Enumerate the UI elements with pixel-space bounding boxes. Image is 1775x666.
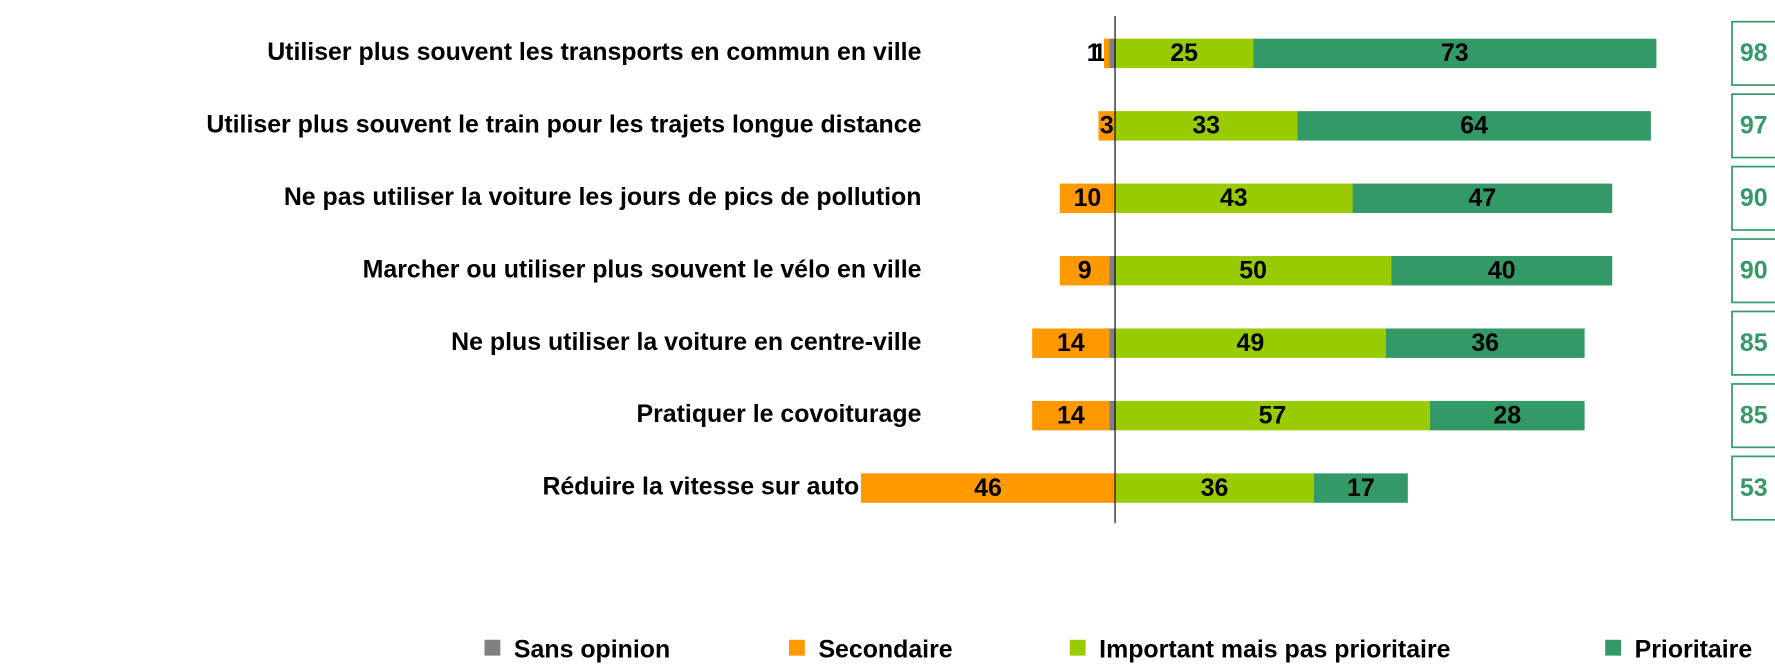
bar-segment xyxy=(1115,38,1254,69)
data-label: 50 xyxy=(1239,256,1267,284)
bar-segment xyxy=(1059,183,1116,214)
bar-segment xyxy=(1109,328,1116,358)
bar-segment xyxy=(1098,111,1116,141)
total-label: 90 xyxy=(1740,256,1768,284)
total-box xyxy=(1731,93,1775,159)
legend-label: Sans opinion xyxy=(514,636,670,664)
data-label: 36 xyxy=(1201,474,1229,502)
legend-swatch xyxy=(789,639,805,656)
total-box xyxy=(1731,165,1775,231)
bar-segment xyxy=(1115,473,1314,503)
bar-segment xyxy=(1103,38,1110,69)
total-box xyxy=(1731,455,1775,521)
data-label: 43 xyxy=(1220,184,1248,212)
data-label: 3 xyxy=(1100,112,1114,140)
bar-segment xyxy=(860,473,1116,503)
category-label: Utiliser plus souvent les transports en … xyxy=(267,38,921,66)
bar-segment xyxy=(1109,256,1116,286)
bar-segment xyxy=(1253,38,1657,69)
total-box xyxy=(1731,310,1775,376)
total-label: 90 xyxy=(1740,184,1768,212)
bar-segment xyxy=(1115,256,1392,286)
data-label: 9 xyxy=(1078,256,1092,284)
total-label: 98 xyxy=(1740,39,1768,67)
data-label: 49 xyxy=(1237,329,1265,357)
category-label: Ne pas utiliser la voiture les jours de … xyxy=(284,183,922,211)
legend-swatch xyxy=(1605,639,1622,656)
total-label: 85 xyxy=(1740,401,1768,429)
bar-segment xyxy=(1385,328,1585,358)
data-label: 28 xyxy=(1493,401,1521,429)
bar-segment xyxy=(1109,38,1116,69)
bar-segment xyxy=(1429,400,1585,431)
data-label: 1 xyxy=(1087,39,1101,67)
total-label: 97 xyxy=(1740,112,1768,140)
data-label: 40 xyxy=(1488,256,1516,284)
legend-swatch xyxy=(484,639,501,656)
total-box xyxy=(1731,383,1775,449)
bar-segment xyxy=(1352,183,1613,214)
data-label: 14 xyxy=(1057,329,1085,357)
bar-segment xyxy=(1297,111,1651,141)
data-label: 36 xyxy=(1471,329,1499,357)
bar-segment xyxy=(1059,256,1110,286)
data-label: 14 xyxy=(1057,401,1085,429)
bar-segment xyxy=(1115,183,1353,214)
category-label: Pratiquer le covoiturage xyxy=(637,400,922,428)
total-label: 53 xyxy=(1740,474,1768,502)
bar-segment xyxy=(1109,400,1116,431)
category-label: Ne plus utiliser la voiture en centre-vi… xyxy=(451,328,921,356)
total-label: 85 xyxy=(1740,329,1768,357)
bar-segment xyxy=(1115,111,1298,141)
legend-label: Prioritaire xyxy=(1635,636,1753,664)
bar-segment xyxy=(1032,400,1110,431)
legend-swatch xyxy=(1069,639,1086,656)
data-label: 46 xyxy=(974,474,1002,502)
data-label: 1 xyxy=(1092,39,1106,67)
category-label: Utiliser plus souvent le train pour les … xyxy=(206,110,921,138)
data-label: 73 xyxy=(1441,39,1469,67)
data-label: 33 xyxy=(1192,112,1220,140)
category-label: Marcher ou utiliser plus souvent le vélo… xyxy=(363,255,922,283)
data-label: 57 xyxy=(1259,401,1287,429)
category-label: Réduire la vitesse sur autoroute xyxy=(542,473,921,501)
data-label: 47 xyxy=(1469,184,1497,212)
bar-segment xyxy=(1032,328,1110,358)
legend-label: Important mais pas prioritaire xyxy=(1099,636,1450,664)
bar-segment xyxy=(1115,328,1386,358)
data-label: 64 xyxy=(1460,112,1488,140)
total-box xyxy=(1731,20,1775,86)
bar-segment xyxy=(1391,256,1613,286)
data-label: 10 xyxy=(1074,184,1102,212)
bar-segment xyxy=(1115,400,1430,431)
legend-label: Secondaire xyxy=(818,636,952,664)
data-label: 17 xyxy=(1347,474,1375,502)
bar-segment xyxy=(1313,473,1408,503)
data-label: 25 xyxy=(1170,39,1198,67)
total-box xyxy=(1731,238,1775,304)
